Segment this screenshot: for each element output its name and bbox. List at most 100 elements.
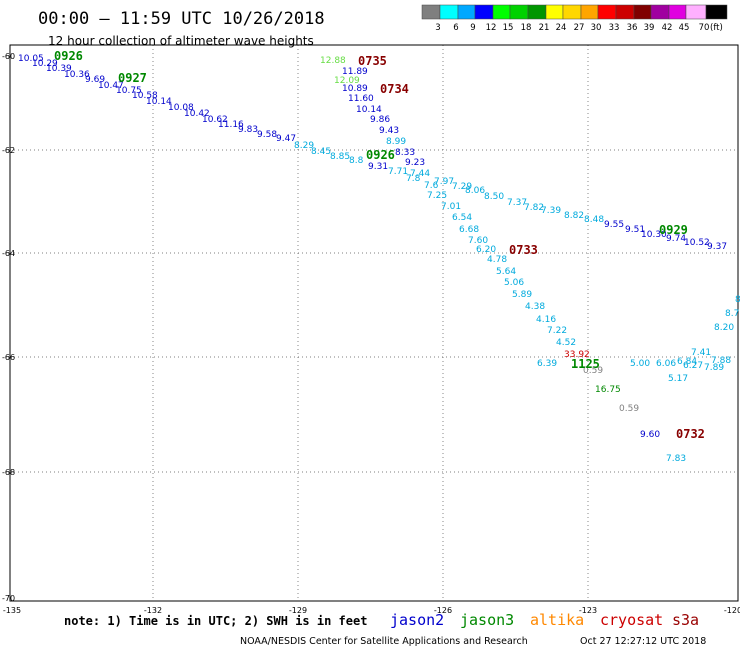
wave-height-value: 10.75 — [116, 86, 142, 96]
wave-height-value: 5.06 — [504, 278, 524, 288]
wave-height-value: 8 — [735, 295, 740, 305]
wave-height-value: 9.83 — [238, 125, 258, 135]
wave-height-value: 10.14 — [146, 97, 172, 107]
wave-height-value: 4.78 — [487, 255, 507, 265]
wave-height-value: 10.36 — [64, 70, 90, 80]
wave-height-value: 8.7 — [725, 309, 739, 319]
colorbar-label: 42 — [662, 23, 673, 33]
wave-height-value: 16.75 — [595, 385, 621, 395]
wave-height-value: 6.39 — [537, 359, 557, 369]
wave-height-value: 8.50 — [484, 192, 504, 202]
colorbar-label: 12 — [486, 23, 497, 33]
wave-height-value: 7.29 — [452, 182, 472, 192]
wave-height-value: 8.48 — [584, 215, 604, 225]
pass-time-label: 1125 — [571, 357, 600, 371]
colorbar-swatch — [650, 4, 670, 20]
wave-height-value: 33.92 — [564, 350, 590, 360]
satellite-legend: jason2 jason3 altika cryosat s3a — [390, 611, 699, 629]
colorbar-label: 3 — [435, 23, 440, 33]
page-title: 00:00 – 11:59 UTC 10/26/2018 — [38, 9, 325, 29]
pass-time-label: 0929 — [659, 223, 688, 237]
wave-height-value: 9.31 — [368, 162, 388, 172]
wave-height-value: 9.43 — [379, 126, 399, 136]
wave-height-value: 11.16 — [218, 120, 244, 130]
wave-height-value: 9.86 — [370, 115, 390, 125]
colorbar-label: 6 — [453, 23, 458, 33]
wave-height-value: 7.83 — [666, 454, 686, 464]
wave-height-value: 11.60 — [348, 94, 374, 104]
wave-height-value: 10.30 — [641, 230, 667, 240]
timestamp-text: Oct 27 12:27:12 UTC 2018 — [580, 636, 706, 647]
map-frame — [9, 44, 739, 602]
wave-height-value: 7.39 — [541, 206, 561, 216]
pass-time-label: 0734 — [380, 82, 409, 96]
wave-height-value: 10.58 — [132, 91, 158, 101]
colorbar-label: 21 — [539, 23, 550, 33]
colorbar-swatch — [421, 4, 441, 20]
satellite-altika-label: altika — [530, 611, 584, 629]
wave-height-value: 9.55 — [604, 220, 624, 230]
lat-label: -68 — [2, 468, 15, 477]
wave-height-value: 10.89 — [342, 84, 368, 94]
colorbar-swatch — [457, 4, 476, 20]
colorbar-label: 45 — [679, 23, 690, 33]
wave-height-value: 8.85 — [330, 152, 350, 162]
wave-height-value: 7.82 — [524, 203, 544, 213]
colorbar-label: 15 — [503, 23, 514, 33]
wave-height-value: 8.20 — [714, 323, 734, 333]
wave-height-value: 9.23 — [405, 158, 425, 168]
colorbar-swatch — [545, 4, 564, 20]
wave-height-value: 0.59 — [583, 366, 603, 376]
wave-height-value: 7.37 — [507, 198, 527, 208]
wave-height-value: 6.20 — [476, 245, 496, 255]
wave-height-value: 9.58 — [257, 130, 277, 140]
lat-label: -60 — [2, 52, 15, 61]
wave-height-value: 7.22 — [547, 326, 567, 336]
wave-height-value: 7.89 — [704, 363, 724, 373]
colorbar-label: 33 — [609, 23, 620, 33]
colorbar-swatch — [580, 4, 599, 20]
wave-height-value: 7.60 — [468, 236, 488, 246]
colorbar-swatch — [509, 4, 529, 20]
page-subtitle: 12 hour collection of altimeter wave hei… — [48, 34, 314, 48]
colorbar-swatch — [633, 4, 652, 20]
wave-height-value: 7.41 — [691, 348, 711, 358]
colorbar-unit: (ft) — [710, 23, 723, 33]
wave-height-value: 9.74 — [666, 234, 686, 244]
colorbar-swatch — [492, 4, 511, 20]
wave-height-value: 10.47 — [98, 81, 124, 91]
wave-height-value: 10.39 — [46, 64, 72, 74]
colorbar-label: 70 — [699, 23, 710, 33]
wave-height-values: 10.0510.2910.3910.369.6910.4710.7510.581… — [18, 54, 740, 464]
lat-label: -62 — [2, 146, 15, 155]
colorbar-label: 27 — [574, 23, 585, 33]
colorbar-label: 18 — [521, 23, 532, 33]
colorbar-swatch — [668, 4, 687, 20]
wave-height-value: 12.88 — [320, 56, 346, 66]
wave-height-value: 8.8 — [349, 156, 364, 166]
colorbar-swatch — [685, 4, 707, 20]
colorbar-swatch — [527, 4, 547, 20]
lon-label: -126 — [434, 606, 452, 615]
wave-height-value: 10.08 — [168, 103, 194, 113]
wave-height-value: 9.51 — [625, 225, 645, 235]
pass-time-label: 0926 — [54, 49, 83, 63]
pass-time-label: 0735 — [358, 54, 387, 68]
colorbar-swatch — [597, 4, 617, 20]
color-scale-legend: 3 6 9 12 15 18 21 24 27 30 33 36 39 42 45 70 (ft) — [421, 4, 728, 33]
wave-height-value: 7.88 — [711, 356, 731, 366]
wave-height-value: 8.82 — [564, 211, 584, 221]
colorbar-swatch — [615, 4, 635, 20]
wave-height-value: 9.60 — [640, 430, 660, 440]
wave-height-value: 0.59 — [619, 404, 639, 414]
lon-label: -129 — [289, 606, 307, 615]
colorbar-label: 39 — [644, 23, 655, 33]
colorbar-label: 24 — [556, 23, 567, 33]
colorbar-label: 30 — [591, 23, 602, 33]
wave-height-value: 9.69 — [85, 75, 105, 85]
wave-height-value: 7.71 — [388, 167, 408, 177]
wave-height-value: 7.8 — [406, 174, 421, 184]
wave-height-value: 7.25 — [427, 191, 447, 201]
wave-height-value: 4.52 — [556, 338, 576, 348]
pass-time-label: 0927 — [118, 71, 147, 85]
